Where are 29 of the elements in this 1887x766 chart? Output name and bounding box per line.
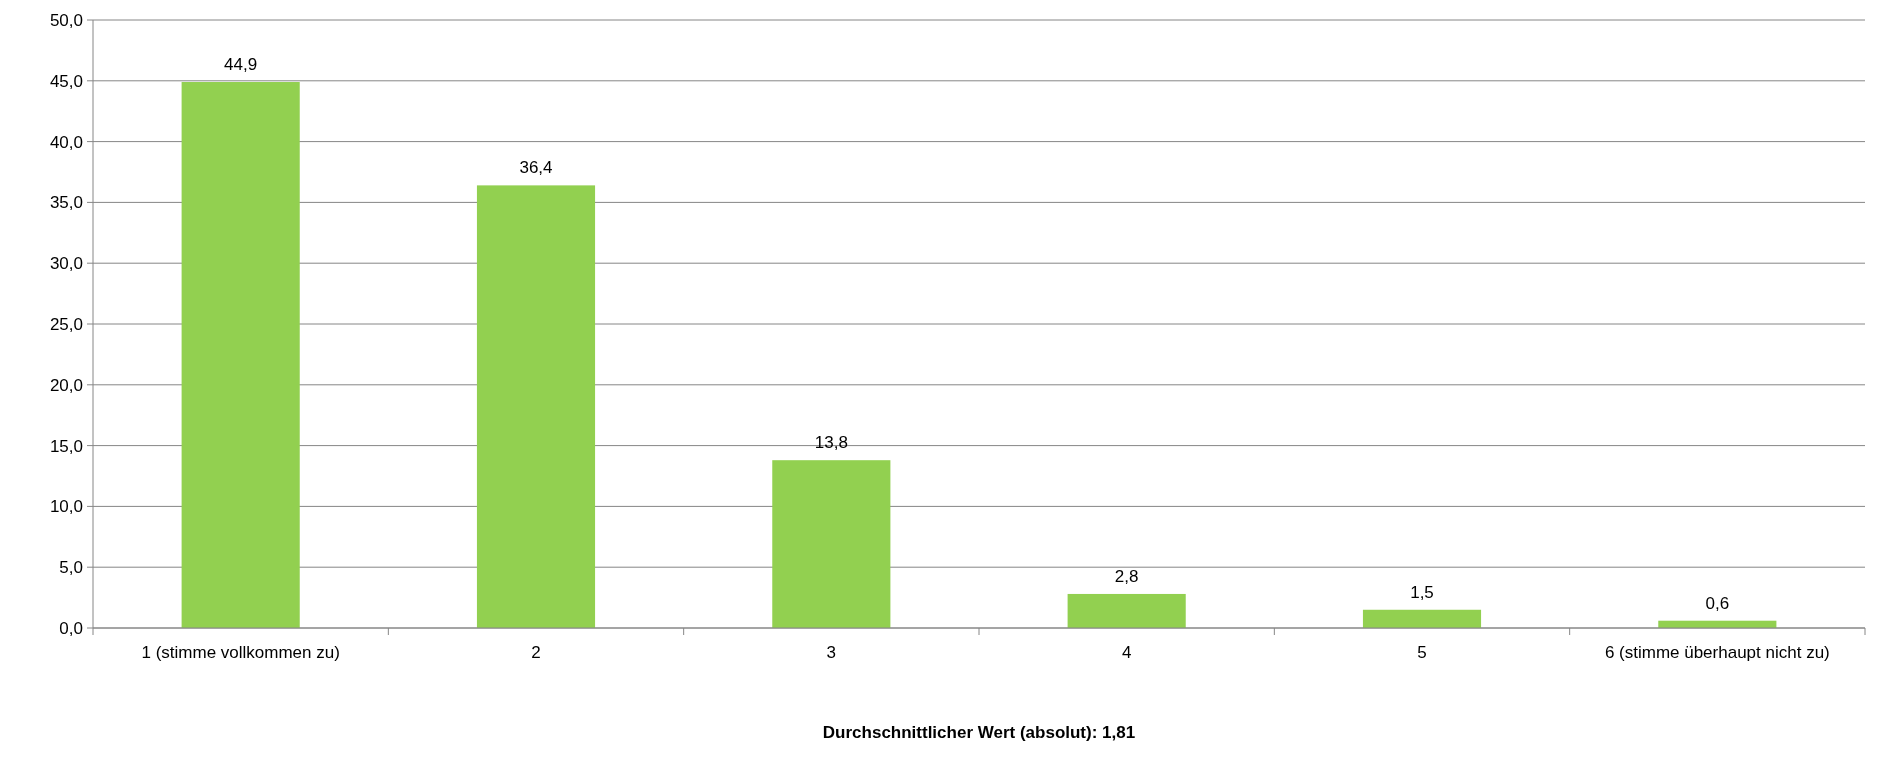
x-tick-label: 1 (stimme vollkommen zu) <box>141 643 340 662</box>
y-tick-label: 40,0 <box>49 132 83 152</box>
y-tick-label: 45,0 <box>49 71 83 91</box>
y-tick-label: 5,0 <box>59 558 83 578</box>
data-label: 13,8 <box>814 433 848 453</box>
y-tick-label: 30,0 <box>49 254 83 274</box>
bar <box>772 460 891 628</box>
x-tick-label: 6 (stimme überhaupt nicht zu) <box>1604 643 1830 662</box>
y-tick-label: 0,0 <box>59 618 83 638</box>
x-tick-label: 4 <box>1121 643 1132 662</box>
bar <box>1362 609 1482 628</box>
y-tick-label: 10,0 <box>49 497 83 517</box>
data-label: 36,4 <box>519 158 553 178</box>
data-label: 1,5 <box>1410 582 1434 602</box>
data-label: 44,9 <box>224 55 258 75</box>
x-tick-label: 3 <box>826 643 837 662</box>
y-tick-label: 50,0 <box>49 10 83 30</box>
y-tick-label: 20,0 <box>49 375 83 395</box>
y-tick-label: 35,0 <box>49 193 83 213</box>
bar <box>181 82 300 628</box>
x-axis-title: Durchschnittlicher Wert (absolut): 1,81 <box>822 723 1136 742</box>
x-tick-label: 5 <box>1417 643 1427 662</box>
y-tick-label: 25,0 <box>49 314 83 334</box>
data-label: 0,6 <box>1705 593 1730 613</box>
data-label: 2,8 <box>1114 566 1139 586</box>
bar <box>1067 593 1186 628</box>
x-tick-label: 2 <box>531 643 541 662</box>
bar <box>476 185 596 628</box>
y-tick-label: 15,0 <box>49 436 83 456</box>
